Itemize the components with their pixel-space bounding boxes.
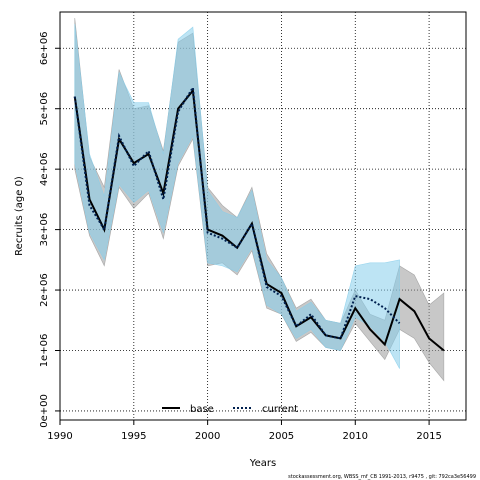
x-tick-label: 2015 <box>416 431 441 442</box>
y-tick-label: 4e+06 <box>39 152 50 186</box>
y-axis-title: Recruits (age 0) <box>14 176 25 256</box>
x-tick-label: 1995 <box>121 431 146 442</box>
y-tick-label: 5e+06 <box>39 92 50 126</box>
confidence-bands <box>74 18 445 382</box>
y-tick-label: 1e+06 <box>39 334 50 368</box>
y-tick-label: 0e+00 <box>39 394 50 428</box>
x-tick-label: 1990 <box>47 431 72 442</box>
band-current <box>74 24 400 369</box>
plot-frame <box>59 11 467 421</box>
legend-label-current: current <box>262 404 298 415</box>
x-tick-label: 2005 <box>269 431 294 442</box>
x-axis: 1990 1995 2000 2005 2010 2015 <box>47 420 442 442</box>
line-base <box>73 88 445 352</box>
legend: base current <box>162 404 298 415</box>
x-tick-label: 2000 <box>195 431 220 442</box>
x-axis-title: Years <box>249 458 276 469</box>
y-axis: 0e+00 1e+06 2e+06 3e+06 4e+06 5e+06 6e+06 <box>39 31 60 428</box>
y-tick-label: 2e+06 <box>39 273 50 307</box>
x-tick-label: 2010 <box>343 431 368 442</box>
y-tick-label: 3e+06 <box>39 213 50 247</box>
legend-label-base: base <box>190 404 214 415</box>
y-tick-label: 6e+06 <box>39 31 50 65</box>
line-current <box>73 84 401 340</box>
footer-text: stockassessment.org, WBSS_mf_CB 1991-201… <box>288 474 476 480</box>
series-lines <box>73 84 445 352</box>
